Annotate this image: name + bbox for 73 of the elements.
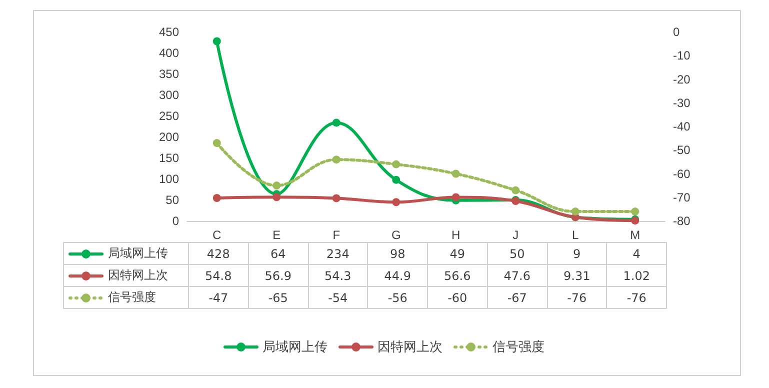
y2-tick-label: -10 [673, 48, 691, 63]
data-label: -60 [428, 286, 488, 308]
y-tick-label: 300 [158, 88, 180, 102]
data-label: -65 [248, 286, 308, 308]
data-label: 1.02 [606, 264, 666, 286]
y-tick-label: 450 [158, 25, 180, 39]
point [392, 176, 400, 184]
legend-label: 因特网上次 [108, 268, 168, 282]
point [452, 170, 460, 178]
y-tick-label: 0 [172, 214, 180, 228]
point [571, 208, 580, 216]
data-label: -76 [606, 286, 666, 308]
data-label: -76 [547, 286, 607, 308]
y2-tick-label: -20 [673, 72, 691, 86]
point [332, 156, 340, 164]
data-label: 47.6 [487, 264, 547, 286]
text: 信号强度 [492, 340, 544, 355]
data-label: 54.8 [188, 264, 248, 286]
x-tick-label: M [630, 228, 640, 242]
point [631, 208, 640, 216]
point [452, 193, 460, 202]
x-tick-label: H [452, 228, 460, 242]
point [392, 198, 400, 206]
point [332, 194, 340, 202]
legend-label: 局域网上传 [108, 246, 168, 260]
data-label: 64 [248, 242, 308, 264]
data-label: 428 [188, 242, 248, 264]
y-tick-label: 50 [166, 193, 180, 207]
data-label: 234 [308, 242, 368, 264]
point [272, 182, 281, 190]
point [212, 194, 221, 202]
point [332, 118, 340, 127]
y2-tick-label: -70 [673, 190, 691, 204]
x-tick-label: G [391, 228, 401, 242]
data-label: 44.9 [368, 264, 428, 286]
y-tick-label: 250 [158, 109, 180, 123]
data-label: -54 [308, 286, 368, 308]
data-label: 50 [487, 242, 547, 264]
data-label: 54.3 [308, 264, 368, 286]
x-tick-label: L [572, 228, 580, 242]
x-tick-label: E [272, 228, 281, 242]
y-tick-label: 100 [158, 172, 180, 186]
text: 因特网上次 [378, 340, 442, 355]
y-tick-label: 200 [158, 130, 180, 144]
y2-tick-label: -80 [673, 214, 691, 228]
point [212, 37, 221, 46]
data-label: 98 [368, 242, 428, 264]
data-label: -67 [487, 286, 547, 308]
x-tick-label: J [512, 228, 519, 242]
y2-tick-label: 0 [673, 25, 680, 39]
data-label: 9 [547, 242, 607, 264]
data-label: -56 [368, 286, 428, 308]
point [272, 193, 281, 202]
data-label: 56.6 [428, 264, 488, 286]
text: 局域网上传 [262, 340, 328, 355]
point [512, 186, 520, 194]
point [212, 139, 221, 148]
point [392, 160, 400, 168]
y2-tick-label: -30 [673, 96, 691, 110]
x-tick-label: F [332, 228, 340, 242]
x-tick-label: C [212, 228, 222, 242]
y2-tick-label: -50 [673, 143, 691, 158]
y2-tick-label: -60 [673, 166, 691, 181]
data-label: 9.31 [547, 264, 607, 286]
data-label: 56.9 [248, 264, 308, 286]
data-label: 4 [606, 242, 666, 264]
legend-label: 信号强度 [108, 290, 156, 304]
y-tick-label: 150 [158, 151, 180, 165]
y2-tick-label: -40 [673, 120, 691, 134]
y-tick-label: 400 [158, 46, 180, 60]
data-label: -47 [188, 286, 248, 308]
y-tick-label: 350 [158, 67, 180, 81]
data-label: 49 [428, 242, 488, 264]
